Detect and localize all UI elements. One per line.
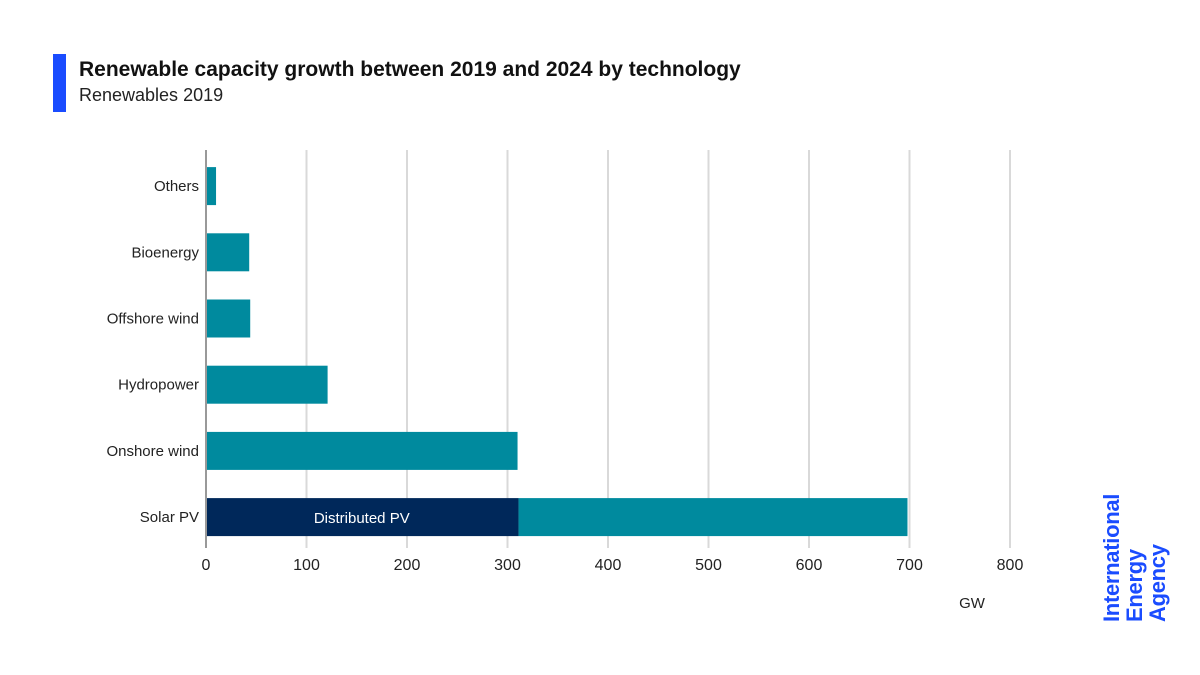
logo-line-2: Energy Agency [1122,544,1170,622]
x-tick-label: 500 [695,557,722,574]
bar-segment-label: Distributed PV [314,510,410,527]
title-accent-bar [53,54,66,112]
y-category-label: Bioenergy [131,244,199,261]
x-axis-unit-label: GW [959,595,986,612]
x-tick-label: 700 [896,557,923,574]
y-category-label: Solar PV [140,509,199,526]
chart-title: Renewable capacity growth between 2019 a… [79,58,741,81]
y-category-label: Hydropower [118,377,199,394]
y-category-label: Onshore wind [106,443,199,460]
x-tick-label: 100 [293,557,320,574]
x-tick-label: 200 [394,557,421,574]
bar-others-segment-1 [207,167,217,206]
bar-onshore-wind-segment-1 [207,431,518,470]
y-category-label: Offshore wind [107,311,199,328]
bar-solar-pv-segment-1 [518,498,908,537]
bar-bioenergy-segment-1 [207,233,250,272]
x-tick-label: 0 [202,557,211,574]
logo-line-1: International [1099,493,1124,622]
x-tick-label: 400 [595,557,622,574]
chart-subtitle: Renewables 2019 [79,85,224,105]
y-category-label: Others [154,178,199,195]
bar-hydropower-segment-1 [207,365,328,404]
bar-offshore-wind-segment-1 [207,299,251,338]
x-tick-label: 800 [997,557,1024,574]
iea-logo: International Energy Agency [1099,493,1170,622]
x-tick-label: 600 [796,557,823,574]
bar-solar-pv-segment-0 [207,498,519,537]
x-tick-label: 300 [494,557,521,574]
